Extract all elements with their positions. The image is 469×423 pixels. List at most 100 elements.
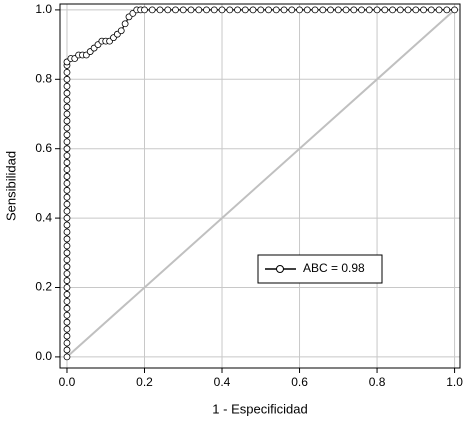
roc-point — [265, 6, 272, 14]
roc-point — [63, 325, 71, 333]
roc-point — [257, 6, 265, 14]
roc-point — [63, 110, 71, 118]
roc-point — [172, 6, 179, 14]
roc-point — [272, 6, 280, 14]
roc-point — [63, 131, 71, 139]
roc-point — [179, 6, 187, 14]
roc-point — [63, 256, 71, 264]
roc-point — [435, 6, 443, 14]
y-tick-label: 0.2 — [35, 280, 52, 294]
roc-point — [63, 346, 71, 354]
x-tick-label: 0.0 — [59, 375, 76, 389]
reference-line — [66, 9, 456, 358]
roc-point — [195, 6, 203, 14]
y-tick-label: 0.0 — [35, 349, 52, 363]
roc-point — [63, 89, 71, 97]
roc-point — [63, 353, 71, 361]
roc-point — [427, 6, 435, 14]
roc-point — [63, 200, 71, 208]
roc-point — [63, 249, 71, 257]
roc-point — [63, 117, 71, 125]
roc-point — [404, 6, 412, 14]
x-tick-label: 1.0 — [446, 375, 463, 389]
x-tick-label: 0.4 — [214, 375, 231, 389]
roc-point — [63, 311, 71, 319]
roc-point — [396, 6, 404, 14]
legend-label: ABC = 0.98 — [303, 261, 365, 275]
roc-point — [373, 6, 381, 14]
roc-point — [311, 6, 319, 14]
roc-point — [63, 138, 71, 146]
roc-point — [141, 6, 148, 14]
legend-marker — [276, 265, 284, 273]
x-axis-label: 1 - Especificidad — [212, 401, 307, 416]
roc-point — [121, 20, 129, 28]
roc-point — [234, 6, 241, 14]
roc-point — [226, 6, 234, 14]
roc-point — [63, 173, 71, 180]
roc-point — [451, 6, 458, 14]
roc-point — [63, 96, 71, 104]
roc-point — [358, 6, 365, 14]
roc-point — [365, 6, 373, 14]
x-tick-label: 0.2 — [136, 375, 153, 389]
roc-point — [249, 6, 257, 14]
roc-point — [63, 82, 71, 90]
roc-point — [63, 339, 71, 347]
roc-point — [210, 6, 218, 14]
roc-point — [63, 235, 71, 243]
roc-point — [389, 6, 396, 14]
y-tick-label: 0.6 — [35, 141, 52, 155]
roc-point — [117, 27, 125, 35]
roc-point — [63, 214, 71, 222]
roc-point — [241, 6, 249, 14]
roc-point — [63, 166, 71, 173]
roc-point — [327, 6, 334, 14]
roc-point — [148, 6, 156, 14]
x-tick-label: 0.8 — [369, 375, 386, 389]
roc-point — [296, 6, 303, 14]
roc-point — [63, 297, 71, 305]
roc-point — [63, 291, 71, 298]
roc-point — [334, 6, 342, 14]
roc-point — [280, 6, 288, 14]
roc-point — [443, 6, 451, 14]
roc-point — [63, 103, 71, 111]
roc-point — [156, 6, 164, 14]
roc-point — [63, 284, 71, 291]
roc-point — [63, 186, 71, 194]
roc-point — [63, 263, 71, 271]
y-tick-label: 0.4 — [35, 210, 52, 224]
roc-point — [381, 6, 389, 14]
roc-point — [63, 152, 71, 160]
roc-point — [63, 179, 71, 187]
roc-point — [412, 6, 420, 14]
roc-point — [164, 6, 172, 14]
y-tick-label: 0.8 — [35, 71, 52, 85]
y-tick-label: 1.0 — [35, 2, 52, 16]
roc-point — [63, 75, 71, 83]
roc-point — [319, 6, 327, 14]
roc-point — [63, 304, 71, 312]
roc-point — [63, 68, 71, 76]
roc-point — [63, 124, 71, 132]
x-tick-label: 0.6 — [291, 375, 308, 389]
plot-frame — [59, 3, 461, 369]
roc-point — [342, 6, 350, 14]
roc-point — [63, 221, 71, 229]
roc-point — [63, 193, 71, 201]
roc-point — [187, 6, 195, 14]
roc-point — [63, 332, 71, 340]
roc-point — [420, 6, 427, 14]
roc-point — [63, 145, 71, 153]
roc-point — [350, 6, 358, 14]
roc-point — [63, 318, 71, 326]
roc-point — [63, 207, 71, 215]
y-axis-label: Sensibilidad — [3, 151, 18, 221]
roc-point — [63, 242, 71, 250]
roc-point — [63, 277, 71, 284]
roc-point — [63, 270, 71, 278]
roc-point — [218, 6, 226, 14]
roc-point — [63, 228, 71, 236]
